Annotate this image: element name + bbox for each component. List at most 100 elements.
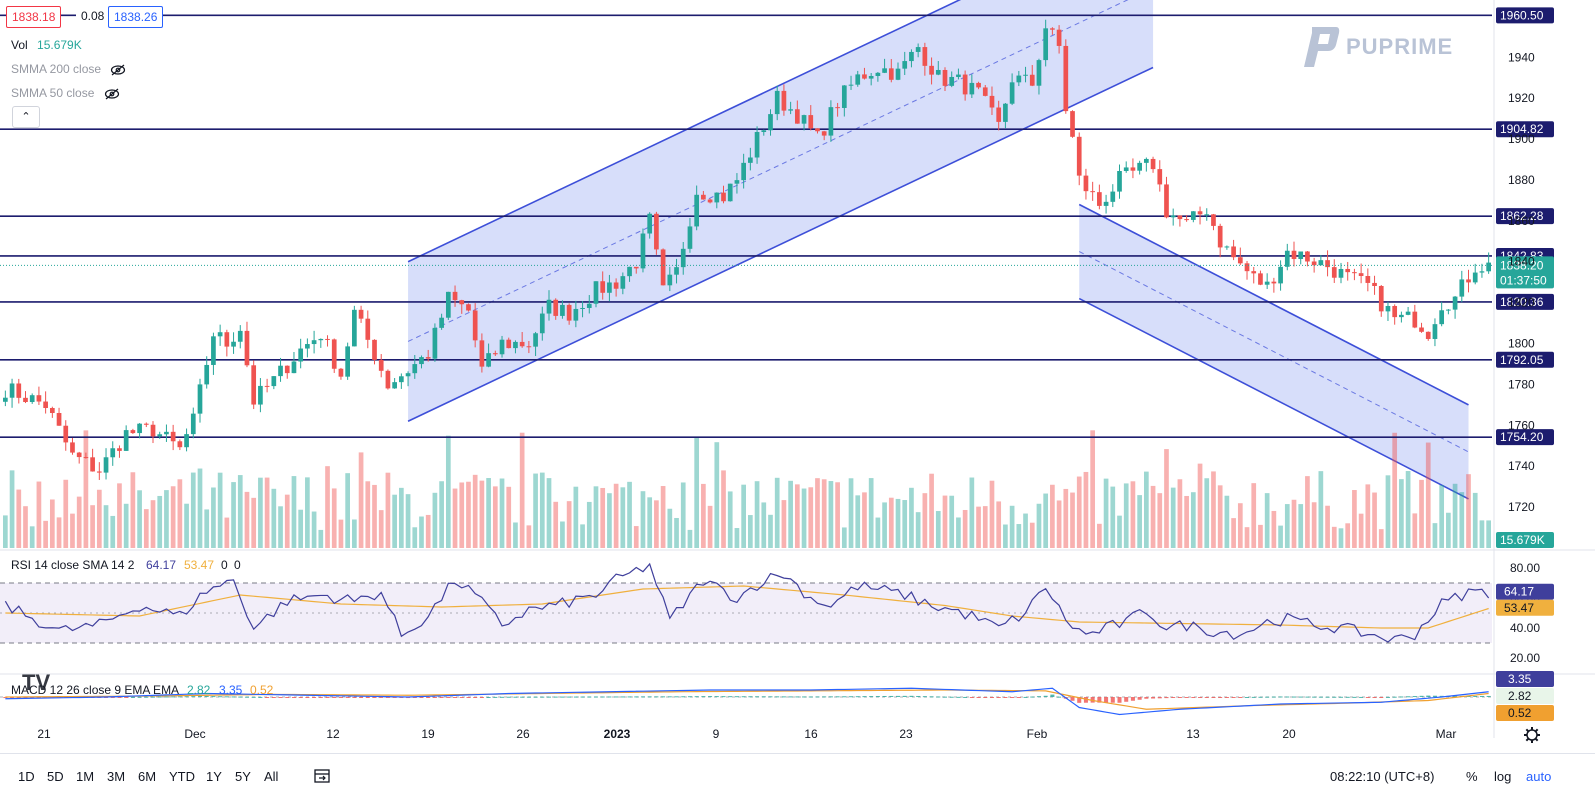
candle-body <box>895 68 901 80</box>
candle-body <box>318 338 324 341</box>
volume-legend[interactable]: Vol 15.679K <box>11 38 82 52</box>
candle-body <box>459 300 465 305</box>
timeframe-all-button[interactable]: All <box>264 769 279 784</box>
macd-histogram-bar <box>533 696 538 698</box>
volume-bar <box>365 481 371 548</box>
volume-bar <box>1459 492 1465 548</box>
candle-body <box>338 368 344 377</box>
timeframe-5y-button[interactable]: 5Y <box>235 769 251 784</box>
rsi-tick-label: 80.00 <box>1510 561 1540 575</box>
volume-bar <box>83 430 89 548</box>
macd-histogram-bar <box>385 697 390 698</box>
gear-icon[interactable] <box>1524 727 1540 743</box>
macd-histogram-bar <box>1023 696 1028 698</box>
macd-legend-value: 2.82 <box>187 683 211 697</box>
volume-bar <box>640 491 646 548</box>
timeframe-3m-button[interactable]: 3M <box>107 769 126 784</box>
chart-canvas[interactable]: 1960.501904.821862.281842.831820.361792.… <box>0 0 1595 753</box>
candle-body <box>922 47 928 66</box>
timeframe-1d-button[interactable]: 1D <box>18 769 35 784</box>
candle-body <box>620 276 626 289</box>
candle-body <box>1385 305 1391 312</box>
macd-histogram-bar <box>110 697 115 698</box>
timeframe-5d-button[interactable]: 5D <box>47 769 64 784</box>
volume-bar <box>741 484 746 548</box>
candle-body <box>533 333 538 347</box>
candle-body <box>1097 192 1102 206</box>
macd-histogram-bar <box>1164 697 1169 699</box>
volume-bar <box>627 481 632 548</box>
macd-histogram-bar <box>473 697 478 698</box>
smma50-legend[interactable]: SMMA 50 close <box>11 86 120 100</box>
volume-bar <box>1009 505 1015 548</box>
macd-histogram-bar <box>1204 697 1209 698</box>
volume-bar <box>1271 510 1277 548</box>
candle-body <box>9 383 15 398</box>
candle-body <box>83 457 89 459</box>
macd-histogram-bar <box>1385 696 1390 698</box>
candle-body <box>1029 74 1035 86</box>
x-axis-label: Mar <box>1436 727 1457 741</box>
volume-bar <box>996 501 1002 548</box>
eye-off-icon[interactable] <box>110 64 126 76</box>
candle-body <box>506 339 512 349</box>
macd-histogram-bar <box>741 696 746 698</box>
macd-histogram-bar <box>1130 697 1135 701</box>
volume-bar <box>432 492 438 548</box>
volume-bar <box>1419 479 1424 548</box>
macd-histogram-bar <box>1231 697 1236 698</box>
current-price-box <box>1496 256 1554 289</box>
macd-histogram-bar <box>681 696 686 698</box>
volume-bar <box>929 473 934 548</box>
candle-body <box>674 267 679 275</box>
volume-bar <box>506 486 512 548</box>
candle-body <box>412 364 418 374</box>
timeframe-6m-button[interactable]: 6M <box>138 769 157 784</box>
volume-bar <box>1291 499 1297 548</box>
timeframe-ytd-button[interactable]: YTD <box>169 769 195 784</box>
candle-body <box>566 304 572 321</box>
auto-scale-toggle[interactable]: auto <box>1526 769 1552 784</box>
timeframe-1m-button[interactable]: 1M <box>76 769 95 784</box>
rsi-legend-label: RSI 14 close SMA 14 2 <box>11 558 135 572</box>
clock-readout[interactable]: 08:22:10 (UTC+8) <box>1330 769 1435 784</box>
percent-scale-toggle[interactable]: % <box>1466 769 1478 784</box>
volume-bar <box>1217 485 1223 548</box>
candle-body <box>190 413 196 435</box>
smma200-legend[interactable]: SMMA 200 close <box>11 62 126 76</box>
candle-body <box>177 441 183 448</box>
candle-body <box>445 291 451 318</box>
candle-body <box>519 341 525 347</box>
macd-histogram-bar <box>224 696 229 698</box>
macd-histogram-bar <box>399 697 404 699</box>
volume-bar <box>593 486 599 548</box>
macd-histogram-bar <box>352 697 357 698</box>
candle-body <box>1003 103 1008 122</box>
candle-body <box>741 162 746 181</box>
candle-body <box>1258 273 1263 285</box>
collapse-legend-button[interactable]: ⌃ <box>12 106 40 128</box>
macd-histogram-bar <box>1016 697 1021 698</box>
volume-bar <box>774 477 780 548</box>
price-tick-label: 1740 <box>1508 459 1535 473</box>
macd-histogram-bar <box>1466 695 1471 697</box>
volume-bar <box>821 479 827 548</box>
log-scale-toggle[interactable]: log <box>1494 769 1512 784</box>
macd-histogram-bar <box>204 695 209 697</box>
candle-body <box>680 248 686 268</box>
volume-bar <box>654 500 659 548</box>
candle-body <box>1298 251 1304 260</box>
calendar-range-icon[interactable] <box>313 767 331 785</box>
macd-histogram-bar <box>1124 697 1129 702</box>
macd-histogram-bar <box>265 697 270 698</box>
volume-bar <box>982 506 988 548</box>
macd-histogram-bar <box>721 696 726 698</box>
candle-body <box>157 434 163 437</box>
macd-histogram-bar <box>1399 696 1404 698</box>
price-tick-label: 1860 <box>1508 214 1535 228</box>
eye-off-icon[interactable] <box>104 88 120 100</box>
macd-histogram-bar <box>1137 697 1142 700</box>
volume-bar <box>1432 523 1438 548</box>
volume-bar <box>103 505 109 548</box>
timeframe-1y-button[interactable]: 1Y <box>206 769 222 784</box>
